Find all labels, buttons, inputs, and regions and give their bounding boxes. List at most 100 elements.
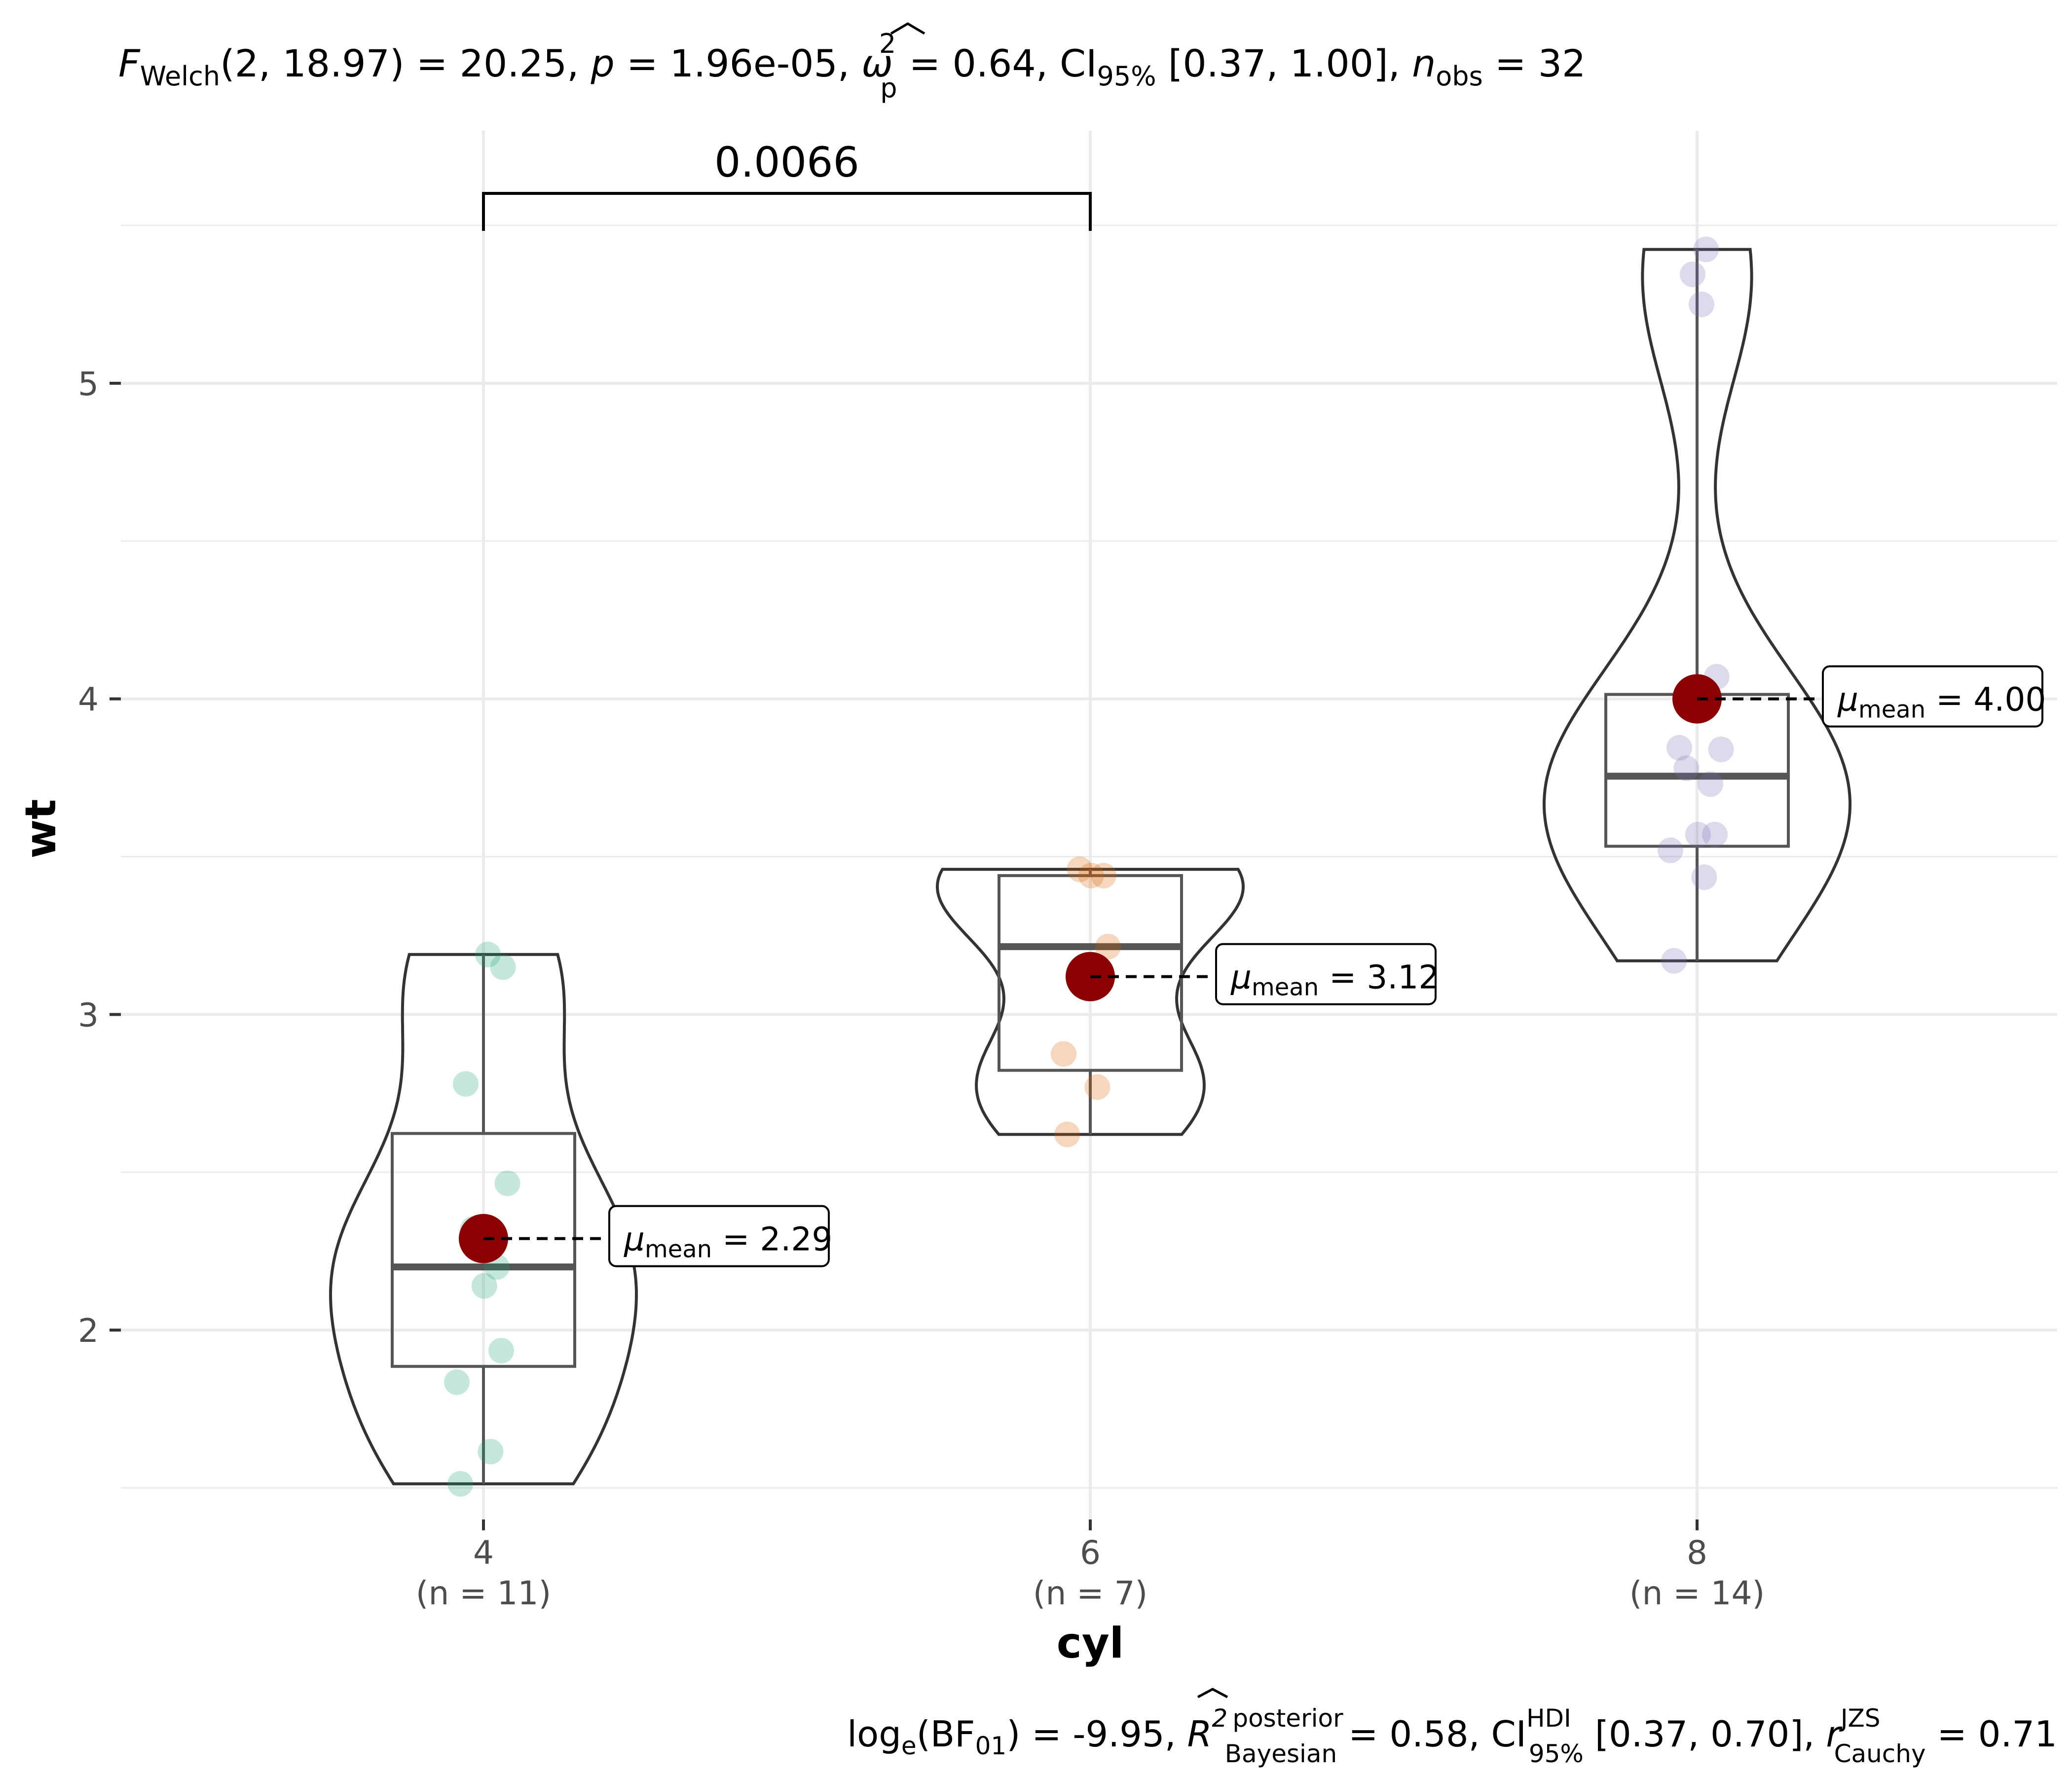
- caption-r2-hat: [1197, 1688, 1228, 1699]
- caption-r-label: r: [1826, 1713, 1843, 1755]
- mean-label: μmean = 3.12: [1230, 959, 1439, 1001]
- data-point: [488, 1337, 514, 1364]
- title-omega-hat: [890, 22, 925, 35]
- x-tick-label: 4: [473, 1534, 494, 1572]
- data-point: [1685, 821, 1711, 848]
- caption-ci-sub: 95%: [1529, 1739, 1584, 1768]
- y-tick-label: 3: [78, 996, 99, 1034]
- data-point: [1680, 261, 1705, 288]
- title-ci-label: CI: [1060, 41, 1097, 85]
- caption-bf-sub: 01: [975, 1732, 1007, 1760]
- mean-label-mu: μ: [1837, 681, 1858, 719]
- mean-label-mu: μ: [624, 1221, 645, 1258]
- mean-label-sub: mean: [645, 1236, 712, 1263]
- data-point: [1658, 837, 1683, 863]
- data-point: [1661, 948, 1687, 974]
- mean-label-mu: μ: [1230, 959, 1252, 997]
- caption-ci-value: [0.37, 0.70],: [1584, 1713, 1826, 1755]
- caption-log-label: log: [847, 1713, 901, 1755]
- title-f-args: (2, 18.97) = 20.25,: [220, 41, 591, 85]
- mean-label-box: [608, 1205, 830, 1267]
- title-n-sub: obs: [1436, 61, 1482, 92]
- data-point: [1673, 755, 1700, 781]
- data-point: [1702, 821, 1728, 848]
- title-omega-value: = 0.64,: [897, 41, 1060, 85]
- data-point: [444, 1369, 470, 1395]
- x-tick-label: 8: [1687, 1534, 1707, 1572]
- mean-label-box: [1822, 665, 2043, 728]
- violin-6: [935, 868, 1245, 1136]
- violin-4: [329, 953, 638, 1485]
- x-axis-title: cyl: [1057, 1619, 1124, 1668]
- x-tick-label: 6: [1080, 1534, 1101, 1572]
- caption-log-sub: e: [901, 1732, 917, 1760]
- data-point: [1084, 1074, 1110, 1100]
- caption-r-sup: JZS: [1839, 1704, 1881, 1733]
- title-f-label: F: [118, 41, 141, 85]
- data-point: [1708, 736, 1734, 762]
- data-point: [1691, 864, 1717, 890]
- data-point: [1095, 933, 1121, 960]
- title-n-label: n: [1412, 41, 1436, 85]
- chart-title: FWelch(2, 18.97) = 20.25, p = 1.96e-05, …: [118, 28, 1586, 104]
- data-point: [1698, 771, 1723, 797]
- mean-label-box: [1215, 943, 1437, 1005]
- data-point: [1054, 1121, 1080, 1147]
- caption-r2-value: = 0.58,: [1337, 1713, 1491, 1755]
- mean-label-value: = 2.29: [712, 1221, 832, 1258]
- data-point: [1666, 735, 1692, 761]
- box-6: [998, 874, 1183, 1072]
- comparison-label: 0.0066: [714, 138, 859, 186]
- data-point: [478, 1439, 504, 1465]
- caption-r2-label: R: [1187, 1713, 1212, 1755]
- y-axis-title: wt: [16, 799, 66, 859]
- mean-label: μmean = 2.29: [624, 1221, 832, 1263]
- title-omega-sub: p: [880, 73, 897, 104]
- pairwise-comparison: 0.0066: [482, 138, 1092, 231]
- caption-r2-sup2: posterior: [1232, 1704, 1343, 1733]
- mean-label-sub: mean: [1252, 974, 1319, 1001]
- y-tick-label: 5: [78, 365, 99, 403]
- caption-ci-label: CI: [1491, 1713, 1526, 1755]
- y-tick-label: 4: [78, 681, 99, 719]
- data-point: [1091, 862, 1116, 888]
- caption-r-sub: Cauchy: [1834, 1739, 1926, 1768]
- mean-label: μmean = 4.00: [1837, 681, 2046, 724]
- title-ci-sub: 95%: [1097, 61, 1156, 92]
- data-point: [1693, 236, 1719, 262]
- comparison-bracket: [482, 192, 1092, 231]
- data-point: [475, 941, 501, 967]
- chart-caption: loge(BF01) = -9.95, R2 posterior Bayesian …: [847, 1704, 2057, 1768]
- caption-bf-text: (BF: [917, 1713, 975, 1755]
- title-p-value: = 1.96e-05,: [615, 41, 861, 85]
- caption-ci-sup: HDI: [1526, 1704, 1571, 1733]
- y-tick-label: 2: [78, 1312, 99, 1350]
- title-p-label: p: [591, 41, 615, 85]
- grid: [121, 131, 2057, 1519]
- caption-r-value: = 0.71: [1926, 1713, 2057, 1755]
- data-point: [1689, 291, 1714, 317]
- title-ci-value: [0.37, 1.00],: [1156, 41, 1412, 85]
- data-point: [453, 1071, 479, 1097]
- data-point: [490, 954, 516, 980]
- title-n-value: = 32: [1483, 41, 1586, 85]
- title-omega-symbol: ω: [861, 41, 893, 85]
- x-tick-count: (n = 7): [1033, 1574, 1148, 1612]
- mean-label-sub: mean: [1858, 696, 1925, 724]
- data-point: [1067, 856, 1093, 883]
- title-f-sub: Welch: [140, 61, 220, 92]
- data-point: [1078, 862, 1104, 888]
- box-4: [391, 1132, 576, 1368]
- data-point: [471, 1273, 497, 1299]
- mean-label-value: = 3.12: [1319, 959, 1439, 997]
- caption-r2-sup: 2: [1212, 1704, 1228, 1733]
- x-tick-count: (n = 14): [1629, 1574, 1765, 1612]
- x-tick-count: (n = 11): [416, 1574, 552, 1612]
- caption-bf-value: ) = -9.95,: [1006, 1713, 1187, 1755]
- data-point: [447, 1471, 474, 1497]
- caption-r2-sub: Bayesian: [1225, 1739, 1337, 1768]
- mean-label-value: = 4.00: [1925, 681, 2046, 719]
